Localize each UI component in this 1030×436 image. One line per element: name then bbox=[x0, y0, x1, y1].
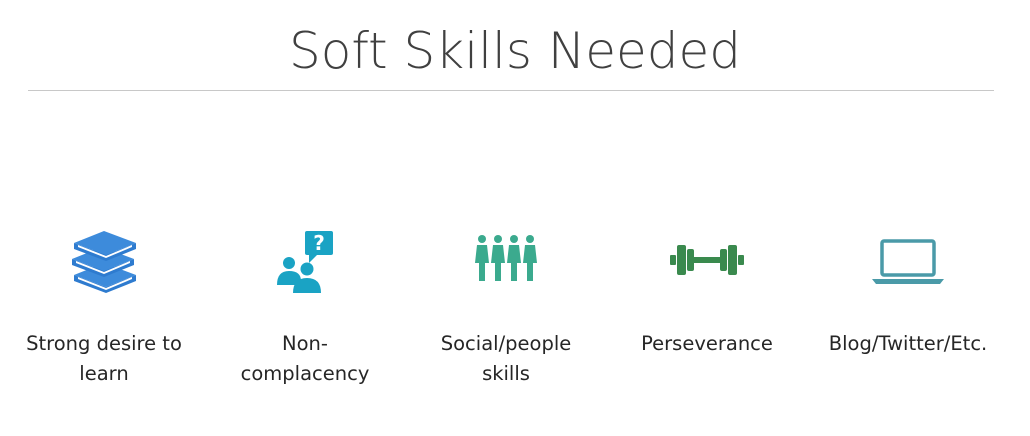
skill-perseverance: Perseverance bbox=[607, 225, 807, 359]
skill-label: Perseverance bbox=[641, 332, 773, 355]
slide-title: Soft Skills Needed bbox=[288, 22, 742, 80]
skill-social-people-skills: Social/people skills bbox=[406, 225, 606, 389]
group-of-people-icon bbox=[475, 235, 537, 281]
laptop-icon bbox=[872, 239, 944, 284]
skill-label: Blog/Twitter/Etc. bbox=[828, 332, 988, 355]
questioning-people-icon: ? bbox=[277, 231, 333, 293]
skill-label: Non- complacency bbox=[240, 332, 370, 385]
dumbbell-icon bbox=[670, 245, 744, 275]
skill-strong-desire-to-learn: Strong desire to learn bbox=[4, 225, 204, 389]
skill-non-complacency: ? Non- complacency bbox=[205, 225, 405, 389]
title-divider bbox=[28, 90, 994, 91]
books-icon bbox=[72, 231, 136, 293]
skill-label: Social/people skills bbox=[440, 332, 572, 385]
svg-text:?: ? bbox=[313, 231, 325, 255]
skill-label: Strong desire to learn bbox=[26, 332, 182, 385]
skill-blog-twitter-etc: Blog/Twitter/Etc. bbox=[808, 225, 1008, 359]
